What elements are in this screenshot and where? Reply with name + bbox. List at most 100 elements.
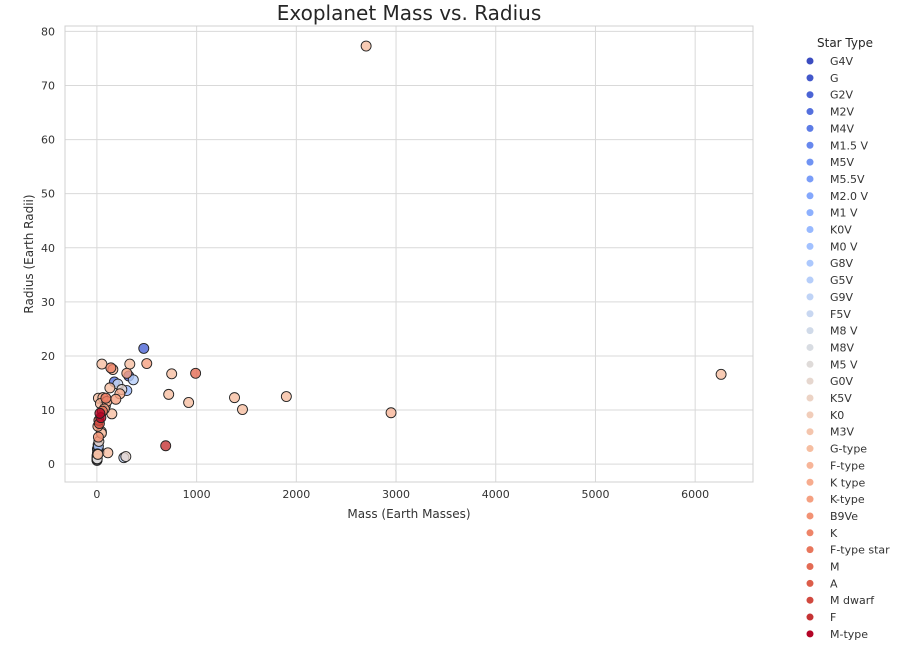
x-tick-label: 0 bbox=[93, 488, 100, 501]
data-point bbox=[96, 358, 108, 370]
data-point bbox=[360, 40, 372, 52]
y-tick-label: 40 bbox=[41, 242, 55, 255]
legend-marker bbox=[806, 141, 814, 149]
legend-entry: M-type bbox=[830, 628, 868, 641]
legend-entry: M5.5V bbox=[830, 173, 865, 186]
data-point bbox=[94, 407, 106, 419]
legend-marker bbox=[806, 512, 814, 520]
data-point bbox=[92, 431, 104, 443]
data-point bbox=[124, 358, 136, 370]
legend-marker bbox=[806, 546, 814, 554]
legend-marker bbox=[806, 529, 814, 537]
data-point bbox=[160, 440, 172, 452]
legend-entry: G-type bbox=[830, 443, 867, 456]
data-point bbox=[127, 374, 139, 386]
legend-entry: K0V bbox=[830, 224, 852, 237]
legend-entry: K-type bbox=[830, 493, 865, 506]
y-tick-label: 70 bbox=[41, 80, 55, 93]
legend-marker bbox=[806, 630, 814, 638]
data-point bbox=[138, 342, 150, 354]
legend-marker bbox=[806, 613, 814, 621]
legend-entry: M8 V bbox=[830, 325, 858, 338]
legend-marker bbox=[806, 209, 814, 217]
legend-entry: G9V bbox=[830, 291, 854, 304]
data-point bbox=[715, 368, 727, 380]
y-axis-label: Radius (Earth Radii) bbox=[22, 194, 36, 313]
legend-marker bbox=[806, 394, 814, 402]
x-tick-label: 1000 bbox=[183, 488, 211, 501]
legend-entry: M dwarf bbox=[830, 594, 875, 607]
legend-entry: M0 V bbox=[830, 240, 858, 253]
legend-entry: F-type star bbox=[830, 544, 890, 557]
legend-entry: M5V bbox=[830, 156, 854, 169]
y-tick-label: 60 bbox=[41, 134, 55, 147]
legend-entry: M1.5 V bbox=[830, 139, 868, 152]
y-tick-label: 50 bbox=[41, 188, 55, 201]
x-tick-label: 4000 bbox=[482, 488, 510, 501]
legend-marker bbox=[806, 276, 814, 284]
grid-lines bbox=[65, 26, 753, 482]
legend-entry: G5V bbox=[830, 274, 854, 287]
legend-marker bbox=[806, 495, 814, 503]
data-point bbox=[110, 393, 122, 405]
legend-marker bbox=[806, 158, 814, 166]
legend-entry: M8V bbox=[830, 341, 854, 354]
x-tick-label: 6000 bbox=[681, 488, 709, 501]
x-tick-label: 3000 bbox=[382, 488, 410, 501]
x-axis-ticks: 0 1000 2000 3000 4000 5000 6000 bbox=[93, 488, 709, 501]
legend-marker bbox=[806, 226, 814, 233]
legend-entry: K0 bbox=[830, 409, 844, 422]
x-tick-label: 2000 bbox=[282, 488, 310, 501]
data-point bbox=[229, 392, 240, 404]
legend-entry: K bbox=[830, 527, 838, 540]
legend-entry: M2.0 V bbox=[830, 190, 868, 203]
data-point bbox=[120, 451, 132, 463]
legend-entry: G bbox=[830, 72, 839, 85]
data-point bbox=[92, 448, 104, 460]
legend-entry: F5V bbox=[830, 308, 851, 321]
y-tick-label: 0 bbox=[48, 458, 55, 471]
data-point bbox=[141, 358, 153, 369]
legend-entry: K type bbox=[830, 476, 866, 489]
legend-marker bbox=[806, 411, 814, 419]
chart-title: Exoplanet Mass vs. Radius bbox=[277, 1, 542, 25]
data-point bbox=[121, 367, 133, 379]
legend-marker bbox=[806, 377, 814, 385]
legend-marker bbox=[806, 310, 814, 318]
data-point bbox=[105, 362, 117, 374]
legend: Star Type G4V G G2V M2V M4V M1.5 V M5V M5.5V M2.… bbox=[806, 36, 890, 641]
legend-entry: M4V bbox=[830, 122, 854, 135]
data-point bbox=[183, 397, 195, 408]
legend-marker bbox=[806, 91, 814, 99]
legend-marker bbox=[806, 343, 814, 351]
legend-marker bbox=[806, 175, 814, 183]
legend-marker bbox=[806, 428, 814, 436]
legend-entry: K5V bbox=[830, 392, 852, 405]
legend-marker bbox=[806, 74, 814, 82]
y-tick-label: 20 bbox=[41, 350, 55, 363]
x-axis-label: Mass (Earth Masses) bbox=[347, 507, 470, 521]
data-point bbox=[163, 388, 175, 400]
data-point bbox=[190, 367, 202, 379]
legend-marker bbox=[806, 327, 814, 335]
legend-marker bbox=[806, 192, 814, 200]
data-point bbox=[104, 382, 116, 394]
data-point bbox=[385, 407, 397, 419]
legend-marker bbox=[806, 293, 814, 301]
legend-marker bbox=[806, 563, 814, 570]
legend-entry: M2V bbox=[830, 106, 854, 119]
legend-entry: G0V bbox=[830, 375, 854, 388]
data-point bbox=[102, 447, 114, 459]
y-axis-ticks: 0 10 20 30 40 50 60 70 80 bbox=[41, 25, 55, 471]
legend-marker bbox=[806, 445, 814, 453]
legend-marker bbox=[806, 579, 814, 587]
legend-entry: B9Ve bbox=[830, 510, 858, 523]
legend-marker bbox=[806, 478, 814, 486]
legend-marker bbox=[806, 360, 814, 368]
legend-title: Star Type bbox=[817, 36, 873, 50]
legend-entry: G8V bbox=[830, 257, 854, 270]
legend-entry: G4V bbox=[830, 55, 854, 68]
legend-entry: M3V bbox=[830, 426, 854, 439]
data-point bbox=[100, 392, 112, 404]
y-tick-label: 10 bbox=[41, 404, 55, 417]
